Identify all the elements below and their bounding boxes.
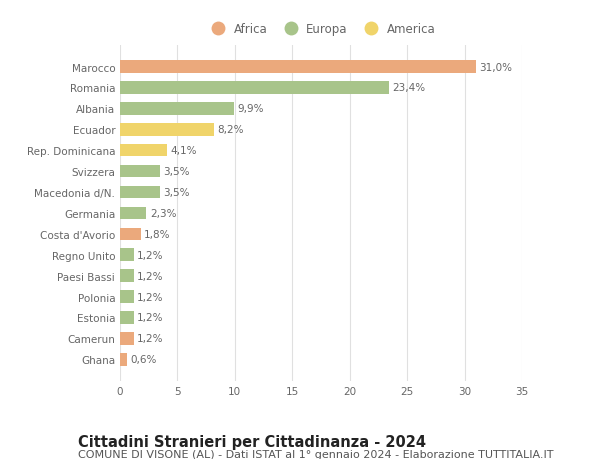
Bar <box>120 291 134 303</box>
Bar <box>120 186 160 199</box>
Text: 4,1%: 4,1% <box>170 146 197 156</box>
Text: 9,9%: 9,9% <box>237 104 263 114</box>
Text: COMUNE DI VISONE (AL) - Dati ISTAT al 1° gennaio 2024 - Elaborazione TUTTITALIA.: COMUNE DI VISONE (AL) - Dati ISTAT al 1°… <box>78 449 554 459</box>
Text: Cittadini Stranieri per Cittadinanza - 2024: Cittadini Stranieri per Cittadinanza - 2… <box>78 434 426 449</box>
Bar <box>120 124 214 136</box>
Text: 8,2%: 8,2% <box>218 125 244 135</box>
Bar <box>120 82 389 95</box>
Legend: Africa, Europa, America: Africa, Europa, America <box>202 18 440 41</box>
Text: 23,4%: 23,4% <box>392 83 425 93</box>
Bar <box>120 165 160 178</box>
Text: 1,2%: 1,2% <box>137 313 164 323</box>
Text: 3,5%: 3,5% <box>164 167 190 177</box>
Bar <box>120 312 134 324</box>
Bar <box>120 270 134 282</box>
Text: 0,6%: 0,6% <box>130 354 157 364</box>
Bar <box>120 145 167 157</box>
Text: 1,2%: 1,2% <box>137 271 164 281</box>
Text: 1,2%: 1,2% <box>137 250 164 260</box>
Bar <box>120 103 234 115</box>
Bar <box>120 228 140 241</box>
Text: 2,3%: 2,3% <box>150 208 176 218</box>
Bar <box>120 249 134 262</box>
Bar <box>120 353 127 366</box>
Bar <box>120 332 134 345</box>
Text: 31,0%: 31,0% <box>479 62 512 73</box>
Text: 1,2%: 1,2% <box>137 292 164 302</box>
Text: 1,8%: 1,8% <box>144 230 170 239</box>
Text: 3,5%: 3,5% <box>164 188 190 197</box>
Bar <box>120 207 146 220</box>
Text: 1,2%: 1,2% <box>137 334 164 344</box>
Bar <box>120 61 476 73</box>
